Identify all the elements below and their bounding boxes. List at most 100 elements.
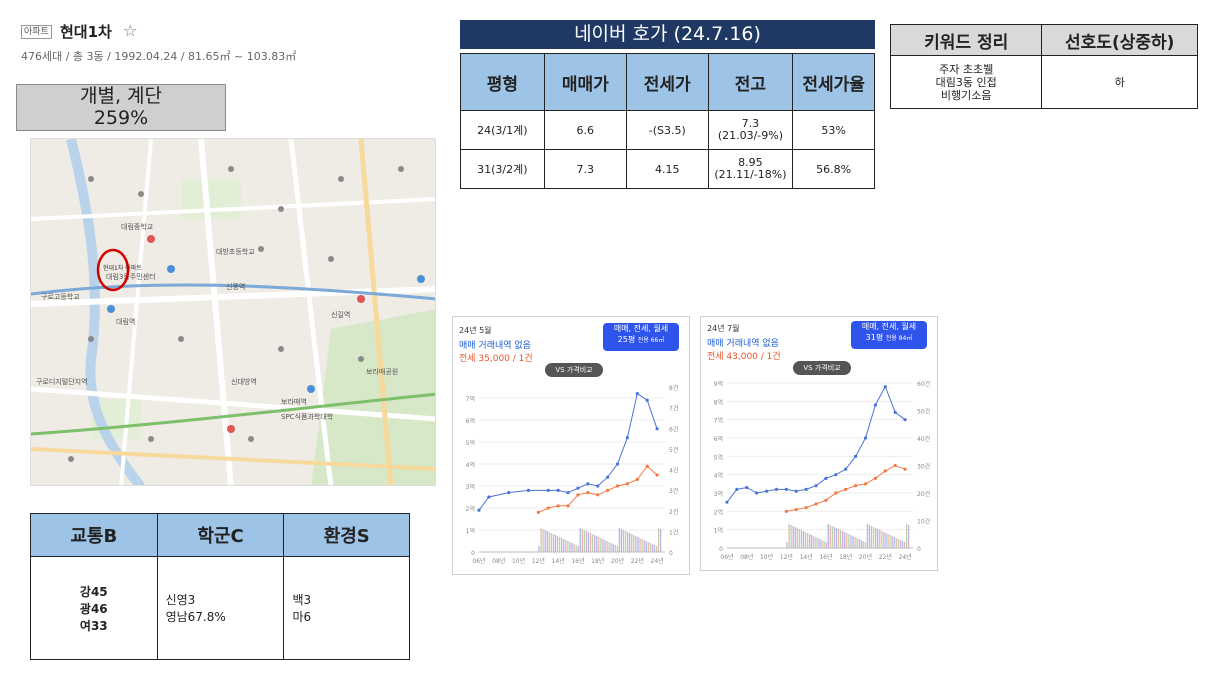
- volume-bar: [831, 526, 834, 548]
- filter-label: 매매, 전세, 월세: [613, 324, 669, 333]
- map-label: 구로디지털단지역: [36, 377, 88, 386]
- data-point: [606, 475, 610, 479]
- data-point: [556, 488, 560, 492]
- col-environment: 환경S: [283, 513, 410, 557]
- data-point: [546, 488, 550, 492]
- volume-bar: [629, 533, 631, 552]
- volume-bar: [819, 539, 821, 548]
- y-tick-label: 6억: [714, 435, 723, 443]
- map-label: 신길역: [331, 310, 350, 319]
- volume-bar: [811, 535, 813, 548]
- col-peak: 전고: [707, 53, 794, 111]
- series-line: [538, 465, 658, 513]
- data-point: [586, 482, 590, 486]
- volume-bar: [879, 530, 881, 548]
- volume-bar: [542, 529, 544, 552]
- volume-bar: [868, 525, 871, 548]
- volume-bar: [837, 529, 840, 548]
- data-point: [903, 467, 907, 471]
- y-tick-label: 4억: [466, 461, 475, 469]
- volume-bar: [556, 536, 559, 552]
- data-point: [844, 467, 848, 471]
- data-point: [745, 485, 749, 490]
- volume-bar: [544, 530, 546, 552]
- volume-bar: [604, 540, 606, 552]
- volume-bar: [614, 545, 616, 552]
- volume-bar: [806, 533, 809, 548]
- apartment-summary: 476세대 / 총 3동 / 1992.04.24 / 81.65㎡ ~ 103…: [21, 50, 297, 63]
- y2-tick-label: 1건: [669, 528, 678, 536]
- environment-cell: 백3 마6: [283, 556, 410, 660]
- chart-svg: 0 1억 2억 3억 4억 5억 6억 7억 8억 9억 0 10건 20건 30건 40건 50건 60건 06…: [714, 380, 931, 561]
- cell-ratio: 56.8%: [792, 149, 875, 189]
- volume-bar: [579, 528, 581, 552]
- compare-button[interactable]: VS 가격비교: [793, 361, 851, 375]
- data-point: [883, 385, 887, 389]
- location-map[interactable]: 구로고등학교 대림중학교 대방초등학교 신대방역 대림역 신길역 보라매역 구로…: [30, 138, 436, 486]
- filter-dropdown[interactable]: 매매, 전세, 월세 25평 전용 66㎡: [603, 323, 679, 351]
- volume-bar: [608, 542, 610, 552]
- volume-bar: [866, 524, 869, 548]
- y-tick-label: 3억: [466, 483, 475, 491]
- x-tick-label: 10년: [512, 557, 525, 565]
- data-point: [655, 427, 659, 431]
- volume-bar: [821, 540, 823, 548]
- price-table-title: 네이버 호가 (24.7.16): [460, 20, 875, 49]
- volume-bar: [802, 531, 805, 548]
- volume-bar: [839, 530, 842, 548]
- data-point: [854, 454, 858, 458]
- keyword-list: 주자 초초뷀 대림3동 인접 비행기소음: [889, 55, 1043, 109]
- price-chart-panel-2[interactable]: 24년 7월 매매 거래내역 없음 전세 43,000 / 1건 매매, 전세,…: [700, 316, 938, 571]
- map-label: 신대방역: [231, 377, 257, 386]
- x-tick-label: 12년: [780, 553, 793, 561]
- compare-button[interactable]: VS 가격비교: [545, 363, 603, 377]
- map-label: 대림역: [116, 317, 135, 326]
- favorite-star-icon[interactable]: ☆: [123, 21, 138, 40]
- data-point: [477, 508, 481, 512]
- volume-bar: [639, 538, 641, 552]
- x-tick-label: 24년: [651, 557, 664, 565]
- data-point: [863, 482, 868, 486]
- size-label: 25평: [617, 335, 636, 344]
- data-point: [834, 491, 838, 495]
- volume-bar: [856, 538, 858, 548]
- data-point: [635, 477, 639, 481]
- map-label: SPC식품과학대학: [281, 412, 334, 421]
- data-point: [596, 493, 600, 497]
- x-tick-label: 20년: [611, 557, 624, 565]
- data-point: [556, 504, 560, 508]
- y2-tick-label: 7건: [669, 405, 678, 413]
- y-tick-label: 2억: [714, 508, 723, 516]
- volume-bar: [563, 539, 565, 552]
- map-label: 신풍역: [226, 282, 245, 291]
- volume-bar: [581, 529, 583, 552]
- peak-value: 7.3: [741, 117, 760, 130]
- y-tick-label: 7억: [466, 395, 475, 403]
- traffic-item: 광46: [79, 601, 108, 616]
- volume-bar: [817, 538, 819, 548]
- volume-bar: [798, 529, 801, 548]
- school-cell: 신영3 영남67.8%: [156, 556, 285, 660]
- volume-bar: [540, 528, 542, 552]
- price-chart-panel-1[interactable]: 24년 5월 매매 거래내역 없음 전세 35,000 / 1건 매매, 전세,…: [452, 316, 690, 575]
- volume-bar: [622, 530, 625, 552]
- volume-bar: [643, 540, 645, 552]
- volume-bar: [901, 541, 904, 548]
- data-point: [844, 487, 848, 491]
- volume-bar: [616, 546, 618, 552]
- volume-bar: [848, 534, 850, 548]
- x-tick-label: 18년: [591, 557, 604, 565]
- price-table: 평형 매매가 전세가 전고 전세가율 24(3/1계) 6.6 -(S3.5) …: [460, 53, 875, 189]
- volume-bar: [585, 531, 588, 552]
- volume-bar: [624, 531, 627, 552]
- apartment-name: 현대1차: [60, 23, 112, 41]
- summary-line-2: 259%: [93, 107, 149, 129]
- x-tick-label: 06년: [472, 557, 485, 565]
- data-point: [615, 462, 620, 466]
- filter-dropdown[interactable]: 매매, 전세, 월세 31평 전용 84㎡: [851, 321, 927, 349]
- traffic-item: 여33: [79, 618, 108, 633]
- data-point: [725, 500, 729, 504]
- volume-bar: [889, 535, 891, 548]
- volume-bar: [815, 537, 817, 548]
- table-row: 강45 광46 여33 신영3 영남67.8% 백3 마6: [30, 556, 410, 660]
